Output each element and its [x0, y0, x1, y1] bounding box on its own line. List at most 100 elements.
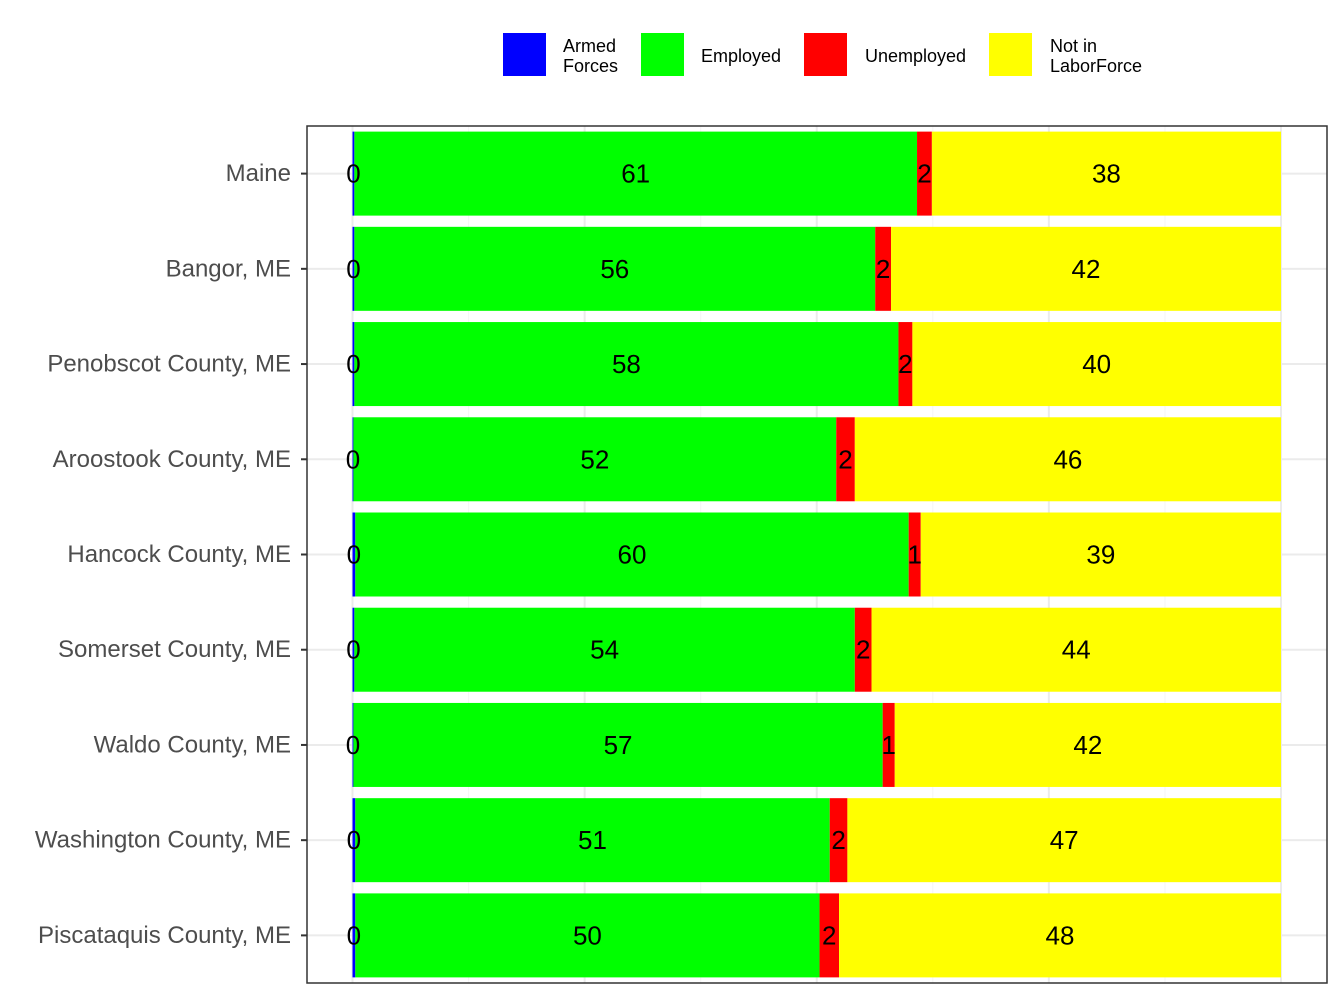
- value-label: 2: [917, 159, 931, 189]
- bar-segment-employed: [353, 417, 837, 502]
- bar-segment-employed: [355, 893, 820, 978]
- bar-segment-not-in-laborforce: [839, 893, 1281, 978]
- bar-segment-unemployed: [829, 798, 848, 883]
- value-label: 2: [831, 825, 845, 855]
- bar-segment-not-in-laborforce: [854, 417, 1281, 502]
- bar-segment-armed-forces: [352, 798, 356, 883]
- value-label: 0: [347, 540, 361, 570]
- value-label: 52: [580, 444, 609, 474]
- legend-item-employed: Employed: [641, 33, 781, 76]
- y-axis: Maine Bangor, ME Penobscot County, ME Aroos…: [35, 160, 307, 949]
- bar-segment-armed-forces: [352, 417, 354, 502]
- bar-segment-not-in-laborforce: [920, 512, 1281, 597]
- legend-swatch: [989, 33, 1032, 76]
- value-label: 51: [578, 825, 607, 855]
- legend-label: Armed: [563, 36, 616, 56]
- bar-segment-armed-forces: [352, 512, 356, 597]
- bar-segment-armed-forces: [352, 226, 355, 311]
- category-label: Waldo County, ME: [94, 731, 291, 758]
- value-label: 48: [1046, 920, 1075, 950]
- bar-segment-employed: [354, 607, 855, 692]
- bar-segment-unemployed: [882, 702, 895, 787]
- value-label: 0: [346, 159, 360, 189]
- value-label: 0: [346, 730, 360, 760]
- bar-segment-employed: [355, 512, 909, 597]
- legend-swatch: [641, 33, 684, 76]
- legend-label: Not in: [1050, 36, 1097, 56]
- bar-segment-unemployed: [854, 607, 872, 692]
- value-label: 44: [1062, 635, 1091, 665]
- category-label: Piscataquis County, ME: [38, 922, 291, 949]
- bar-segment-unemployed: [819, 893, 840, 978]
- value-label: 56: [600, 254, 629, 284]
- value-label: 42: [1073, 730, 1102, 760]
- category-label: Somerset County, ME: [58, 636, 291, 663]
- bar-segment-employed: [354, 226, 876, 311]
- bar-segment-unemployed: [917, 131, 932, 216]
- legend-swatch: [804, 33, 847, 76]
- value-label: 47: [1050, 825, 1079, 855]
- bar-segment-not-in-laborforce: [912, 322, 1281, 407]
- value-label: 1: [881, 730, 895, 760]
- bar-segment-armed-forces: [352, 322, 355, 407]
- bar-segment-employed: [353, 702, 883, 787]
- value-label: 39: [1086, 540, 1115, 570]
- bar-segment-unemployed: [908, 512, 921, 597]
- legend-label: Employed: [701, 46, 781, 66]
- bar-segment-not-in-laborforce: [847, 798, 1281, 883]
- value-label: 58: [612, 349, 641, 379]
- category-label: Washington County, ME: [35, 827, 291, 854]
- value-label: 0: [346, 444, 360, 474]
- legend-label: Forces: [563, 56, 618, 76]
- bar-segment-employed: [354, 131, 918, 216]
- category-label: Maine: [226, 160, 291, 187]
- value-label: 0: [346, 349, 360, 379]
- bar-segment-armed-forces: [352, 131, 355, 216]
- value-label: 2: [876, 254, 890, 284]
- category-label: Aroostook County, ME: [53, 446, 291, 473]
- bar-segment-unemployed: [875, 226, 892, 311]
- value-label: 50: [573, 920, 602, 950]
- value-label: 1: [907, 540, 921, 570]
- value-labels: 0 61 2 38 0 56 2 42 0 58 2 40 0 52 2 46 0 60 1 39 0 54 2 44 0 57 1…: [346, 159, 1121, 951]
- bar-segment-not-in-laborforce: [891, 226, 1281, 311]
- value-label: 2: [838, 444, 852, 474]
- category-label: Penobscot County, ME: [47, 351, 291, 378]
- value-label: 0: [347, 825, 361, 855]
- value-label: 60: [618, 540, 647, 570]
- bar-segment-employed: [355, 798, 830, 883]
- value-label: 57: [604, 730, 633, 760]
- value-label: 46: [1053, 444, 1082, 474]
- value-label: 0: [346, 254, 360, 284]
- bar-segment-armed-forces: [352, 893, 356, 978]
- bar-segment-not-in-laborforce: [871, 607, 1281, 692]
- value-label: 2: [822, 920, 836, 950]
- value-label: 61: [621, 159, 650, 189]
- value-label: 38: [1092, 159, 1121, 189]
- bar-segment-employed: [354, 322, 899, 407]
- value-label: 0: [347, 920, 361, 950]
- legend-swatch: [503, 33, 546, 76]
- bars: [352, 131, 1281, 978]
- bar-segment-unemployed: [836, 417, 855, 502]
- bar-segment-unemployed: [898, 322, 913, 407]
- value-label: 0: [346, 635, 360, 665]
- legend-label: Unemployed: [865, 46, 966, 66]
- value-label: 40: [1082, 349, 1111, 379]
- value-label: 2: [898, 349, 912, 379]
- category-label: Bangor, ME: [166, 255, 291, 282]
- bar-segment-not-in-laborforce: [894, 702, 1281, 787]
- legend-item-unemployed: Unemployed: [804, 33, 966, 76]
- bar-segment-armed-forces: [352, 702, 354, 787]
- bar-segment-armed-forces: [352, 607, 355, 692]
- value-label: 54: [590, 635, 619, 665]
- category-label: Hancock County, ME: [67, 541, 291, 568]
- legend-label: LaborForce: [1050, 56, 1142, 76]
- value-label: 2: [856, 635, 870, 665]
- bar-segment-not-in-laborforce: [931, 131, 1281, 216]
- value-label: 42: [1072, 254, 1101, 284]
